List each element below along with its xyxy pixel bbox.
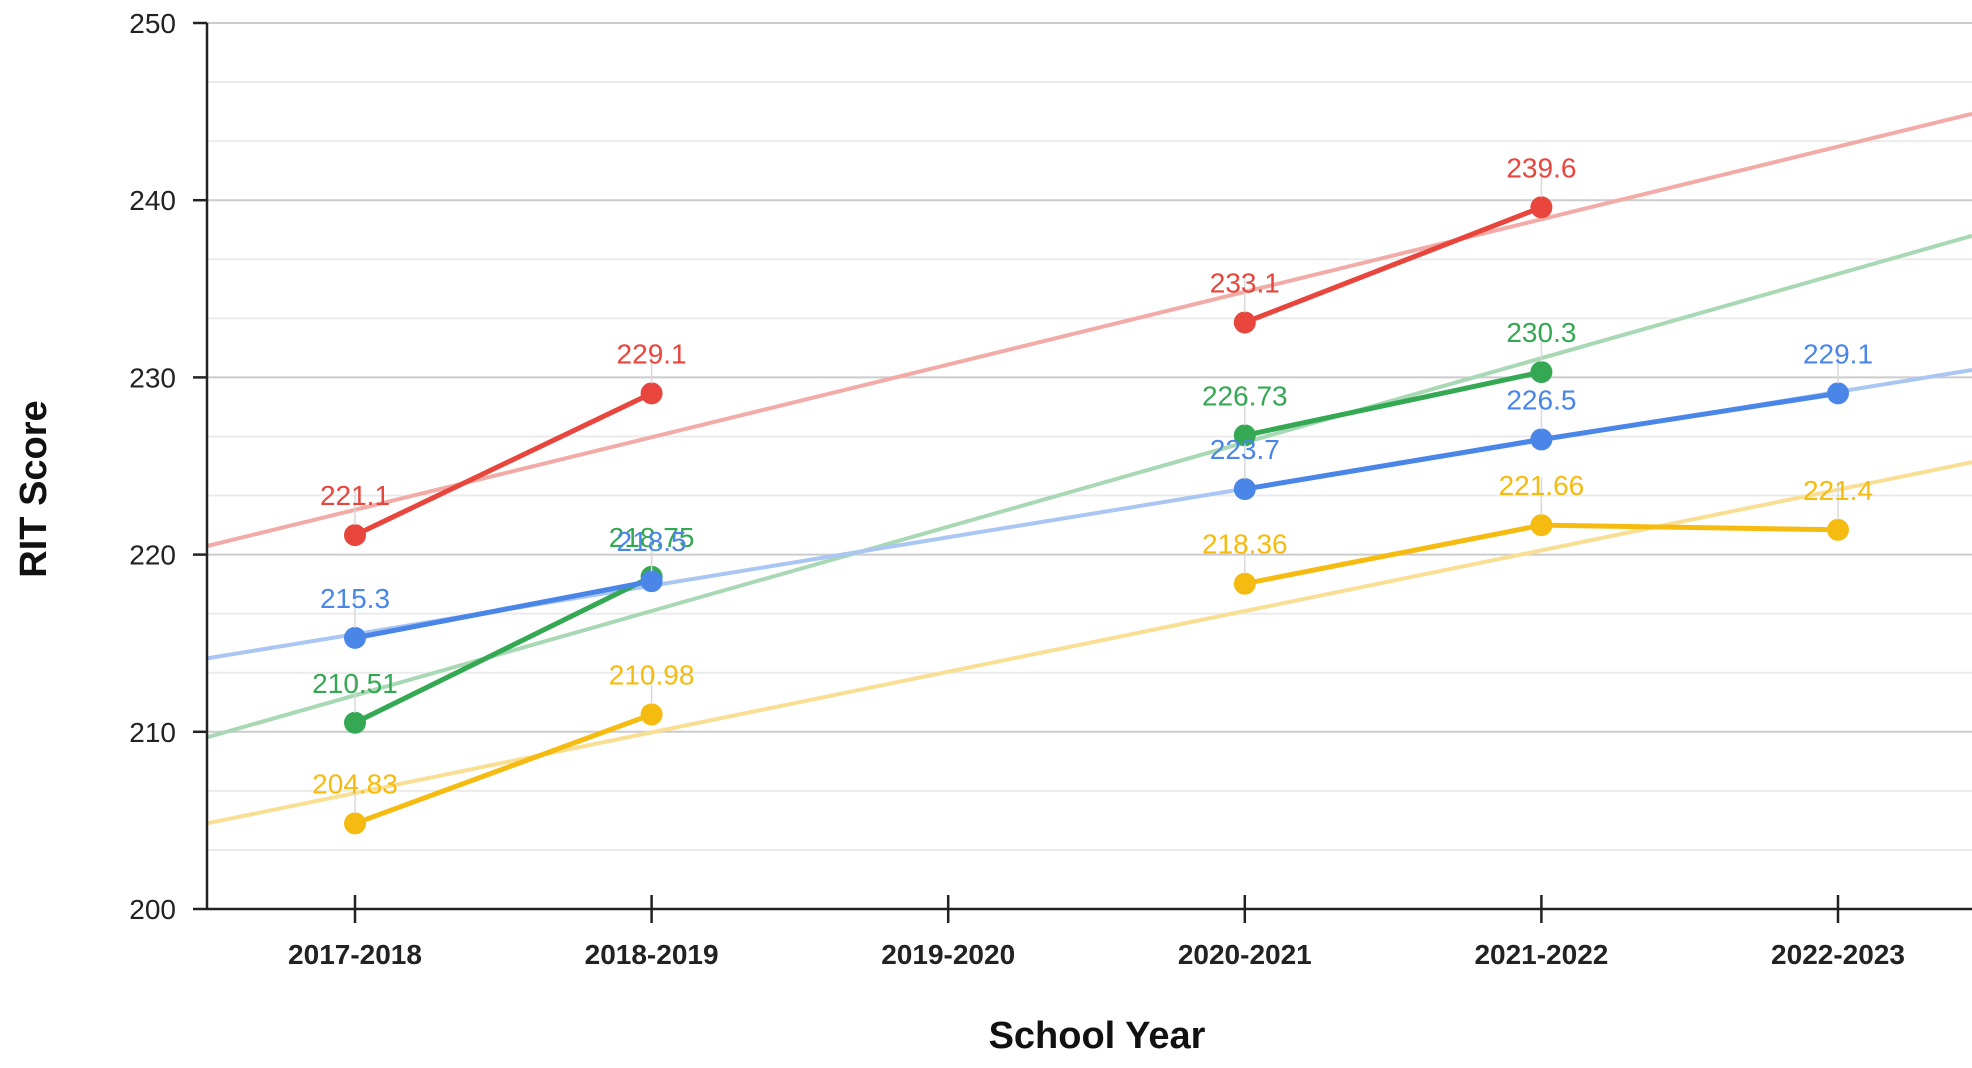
data-point — [1233, 311, 1256, 334]
data-label: 218.36 — [1202, 529, 1288, 560]
data-point — [640, 382, 663, 405]
trendline — [206, 460, 1972, 826]
x-tick-label: 2019-2020 — [881, 939, 1015, 970]
data-label: 210.51 — [312, 668, 398, 699]
data-label: 215.3 — [320, 583, 390, 614]
x-axis-title: School Year — [989, 1015, 1206, 1057]
trendlines — [206, 111, 1972, 826]
series-lines — [344, 196, 1849, 835]
data-point — [1233, 572, 1256, 595]
gridlines — [207, 22, 1972, 851]
data-label: 226.5 — [1506, 384, 1576, 415]
trendline — [206, 111, 1972, 549]
series-line-segment — [1242, 204, 1544, 325]
y-tick-label: 240 — [129, 185, 176, 216]
data-point — [344, 524, 366, 547]
data-label: 229.1 — [1803, 338, 1873, 369]
data-label: 229.1 — [617, 338, 687, 369]
series-line-segment — [1538, 522, 1841, 533]
series-line-segment — [352, 578, 655, 641]
series-line-segment — [1242, 522, 1544, 587]
y-tick-label: 220 — [129, 540, 176, 571]
x-tick-label: 2022-2023 — [1771, 939, 1905, 970]
data-label: 230.3 — [1506, 317, 1576, 348]
data-point — [1827, 518, 1849, 541]
data-label: 223.7 — [1210, 434, 1280, 465]
data-point — [344, 711, 366, 734]
y-axis-title: RIT Score — [13, 400, 55, 577]
series-line-segment — [352, 711, 655, 826]
data-point — [1827, 382, 1849, 405]
data-label: 239.6 — [1506, 152, 1576, 183]
data-point — [1530, 428, 1553, 451]
data-point — [1530, 514, 1553, 537]
data-point — [1233, 424, 1256, 447]
data-label: 210.98 — [609, 659, 695, 690]
data-point — [640, 570, 663, 593]
data-label: 218.5 — [617, 526, 687, 557]
data-label: 221.66 — [1499, 470, 1585, 501]
data-label: 226.73 — [1202, 380, 1288, 411]
x-tick-label: 2020-2021 — [1178, 939, 1312, 970]
x-tick-label: 2017-2018 — [288, 939, 422, 970]
y-tick-label: 250 — [129, 8, 176, 39]
y-tick-label: 200 — [129, 894, 176, 925]
data-point — [344, 812, 366, 835]
data-label: 233.1 — [1210, 267, 1280, 298]
trendline — [206, 233, 1972, 740]
data-label: 204.83 — [312, 768, 398, 799]
data-label: 221.4 — [1803, 475, 1873, 506]
x-tick-label: 2018-2019 — [585, 939, 719, 970]
data-labels: 221.1229.1233.1239.6210.51218.75226.7323… — [312, 152, 1873, 814]
data-point — [1233, 478, 1256, 501]
series-line-segment — [1242, 369, 1544, 438]
data-point — [344, 626, 366, 649]
data-point — [1530, 196, 1553, 219]
series-line-segment — [1242, 436, 1544, 492]
series-line-segment — [1538, 390, 1841, 442]
axes: 200 210 220 230 240 250 2017-2018 2018-2019 2019… — [129, 8, 1972, 970]
x-tick-label: 2021-2022 — [1474, 939, 1608, 970]
data-point — [640, 703, 663, 726]
series-line-segment — [352, 574, 655, 726]
data-point — [1530, 361, 1553, 384]
y-tick-label: 210 — [129, 717, 176, 748]
data-label: 221.1 — [320, 480, 390, 511]
y-tick-label: 230 — [129, 362, 176, 393]
series-line-segment — [352, 390, 655, 538]
